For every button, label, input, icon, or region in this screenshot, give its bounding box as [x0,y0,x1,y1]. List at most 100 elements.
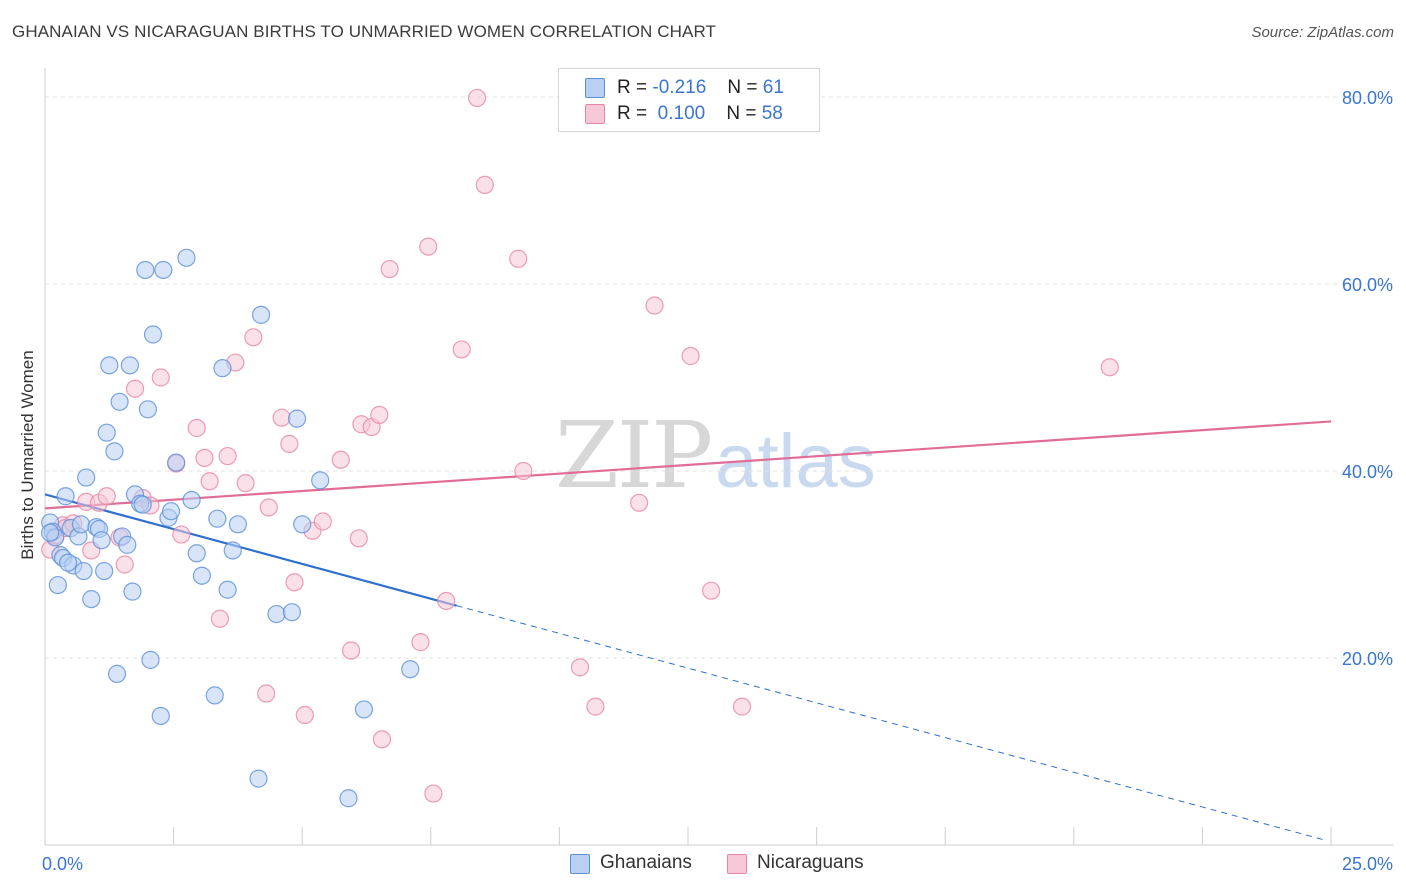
r-value-nicaraguans: 0.100 [657,103,706,124]
data-point-nicaraguans [681,346,700,366]
data-point-ghanaians [187,544,206,563]
data-point-nicaraguans [514,461,533,481]
chart-title: GHANAIAN VS NICARAGUAN BIRTHS TO UNMARRI… [12,22,716,41]
data-point-ghanaians [177,248,196,267]
data-point-ghanaians [161,502,181,521]
data-point-ghanaians [182,490,201,510]
data-point-ghanaians [107,664,127,683]
data-point-nicaraguans [115,555,134,574]
data-point-ghanaians [133,495,152,514]
data-point-ghanaians [293,515,312,534]
data-point-ghanaians [251,305,271,324]
series-legend: Ghanaians Nicaraguans [0,852,1406,876]
data-point-ghanaians [97,423,116,442]
data-point-nicaraguans [187,418,206,438]
y-tick-label: 20.0% [1342,649,1393,669]
data-point-ghanaians [105,442,124,461]
data-point-nicaraguans [475,175,494,194]
data-point-nicaraguans [244,328,263,347]
data-point-ghanaians [218,580,237,599]
r-value-ghanaians: -0.216 [652,77,707,98]
r-label: R = [617,103,648,124]
data-point-ghanaians [77,468,96,487]
data-point-ghanaians [59,553,78,572]
data-point-ghanaians [74,561,93,581]
data-point-nicaraguans [586,697,605,716]
data-point-ghanaians [167,453,186,472]
data-point-nicaraguans [125,379,145,398]
data-point-nicaraguans [313,512,332,531]
data-point-ghanaians [249,769,268,788]
data-point-ghanaians [82,589,101,609]
data-point-ghanaians [141,650,160,669]
data-point-ghanaians [339,789,358,808]
data-point-ghanaians [138,400,157,419]
data-point-nicaraguans [195,448,214,468]
source-label: Source: ZipAtlas.com [1251,24,1394,41]
data-point-ghanaians [48,575,67,595]
data-point-nicaraguans [380,259,399,279]
n-value-nicaraguans: 58 [761,103,783,124]
data-point-ghanaians [401,660,420,679]
watermark-zip: ZIP [555,402,713,509]
data-point-ghanaians [287,409,307,428]
y-tick-label: 80.0% [1342,88,1393,108]
n-label: N = [726,103,757,124]
data-point-nicaraguans [372,730,392,749]
data-point-ghanaians [120,356,139,375]
legend-swatch-pink [727,854,747,874]
data-point-nicaraguans [172,525,191,544]
data-point-ghanaians [154,260,173,280]
data-point-nicaraguans [452,340,471,359]
data-point-nicaraguans [437,591,456,611]
data-point-nicaraguans [370,405,389,424]
data-point-nicaraguans [645,296,664,315]
data-point-nicaraguans [259,498,278,517]
y-tick-label: 60.0% [1342,275,1393,295]
data-point-ghanaians [228,515,247,534]
data-point-nicaraguans [424,784,443,803]
data-point-nicaraguans [200,472,219,491]
data-point-nicaraguans [732,697,752,716]
data-point-ghanaians [143,325,163,344]
n-value-ghanaians: 61 [762,77,784,98]
data-point-ghanaians [41,523,60,542]
data-point-ghanaians [95,561,114,581]
data-point-ghanaians [118,535,137,554]
data-point-ghanaians [267,604,286,624]
trendline-nicaraguans [44,420,1332,510]
data-point-nicaraguans [236,474,255,493]
data-point-nicaraguans [570,658,590,677]
data-point-ghanaians [223,541,242,560]
data-point-nicaraguans [411,633,430,652]
y-tick-label: 40.0% [1342,462,1393,482]
data-point-ghanaians [205,686,224,705]
data-point-ghanaians [213,359,232,378]
legend-swatch-pink [585,104,605,124]
data-point-nicaraguans [272,408,291,427]
data-point-ghanaians [100,356,119,375]
data-point-nicaraguans [295,705,314,725]
data-point-nicaraguans [630,493,649,512]
data-point-ghanaians [56,487,75,506]
data-point-nicaraguans [419,237,438,256]
data-point-ghanaians [123,582,142,601]
data-point-nicaraguans [702,581,721,600]
data-point-ghanaians [282,603,302,622]
data-point-nicaraguans [1100,358,1119,377]
data-point-nicaraguans [509,249,528,268]
data-point-ghanaians [192,566,211,585]
r-label: R = [617,77,648,98]
data-point-ghanaians [151,706,170,726]
data-point-ghanaians [92,531,111,550]
data-point-nicaraguans [341,641,361,660]
n-label: N = [727,77,758,98]
data-point-nicaraguans [257,684,276,703]
legend-swatch-blue [570,854,590,874]
legend-label-nicaraguans: Nicaraguans [757,852,864,873]
data-point-ghanaians [136,260,155,280]
legend-label-ghanaians: Ghanaians [600,852,692,873]
watermark: ZIPatlas [555,402,876,509]
data-point-nicaraguans [467,88,487,108]
